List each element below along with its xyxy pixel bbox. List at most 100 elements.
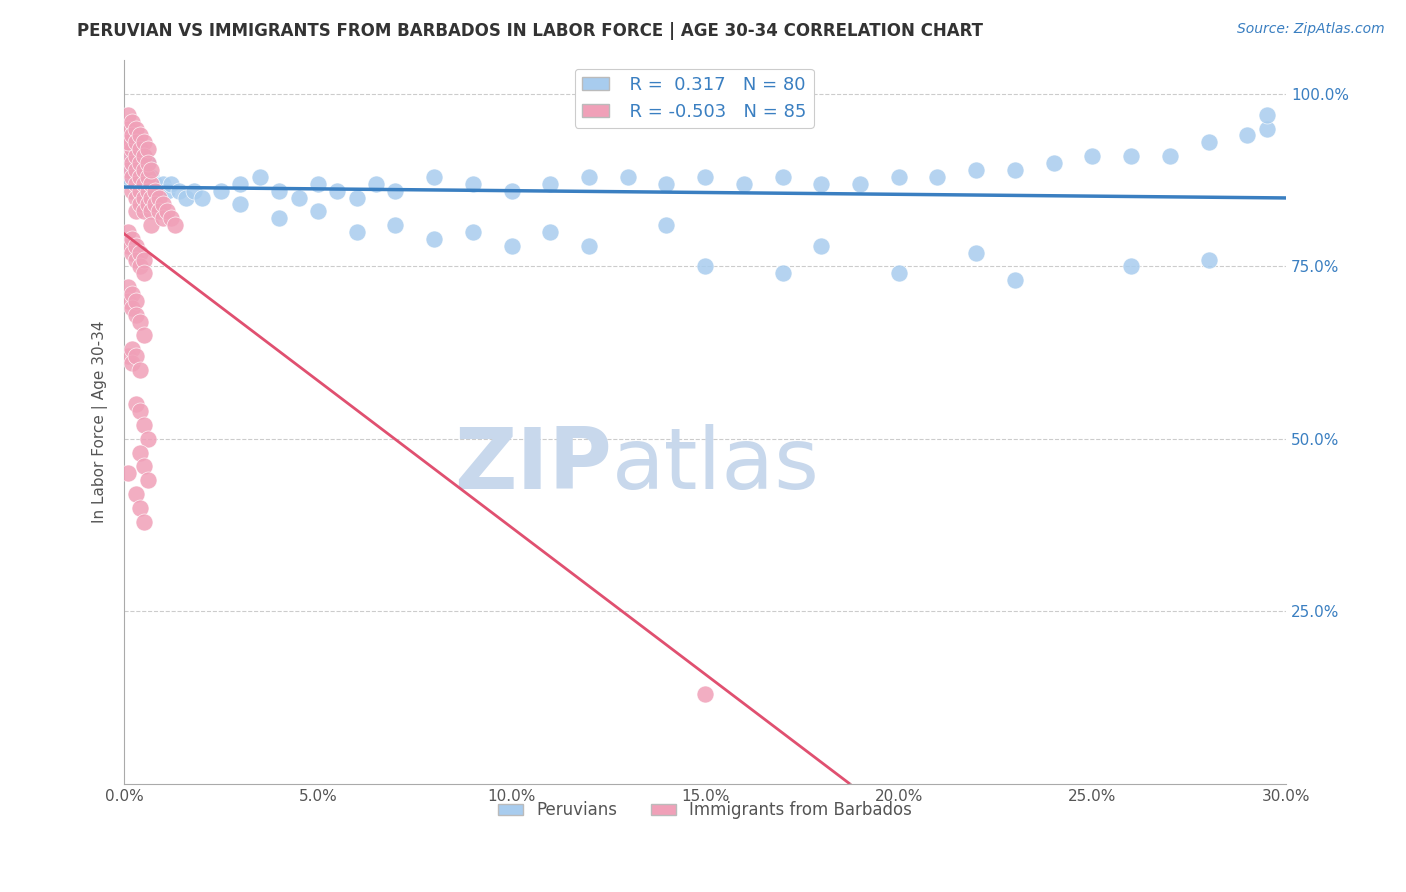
- Point: [132, 266, 155, 280]
- Point: [163, 218, 186, 232]
- Point: [538, 225, 561, 239]
- Point: [141, 163, 163, 178]
- Point: [125, 156, 148, 170]
- Point: [152, 197, 174, 211]
- Point: [125, 169, 148, 184]
- Point: [125, 149, 148, 163]
- Point: [269, 211, 291, 226]
- Point: [965, 245, 987, 260]
- Point: [117, 136, 139, 150]
- Point: [121, 356, 143, 370]
- Point: [810, 177, 832, 191]
- Point: [121, 142, 143, 156]
- Point: [249, 169, 271, 184]
- Point: [965, 163, 987, 178]
- Point: [287, 190, 309, 204]
- Point: [136, 473, 159, 487]
- Point: [190, 190, 212, 204]
- Point: [125, 136, 148, 150]
- Point: [121, 156, 143, 170]
- Point: [125, 487, 148, 501]
- Legend: Peruvians, Immigrants from Barbados: Peruvians, Immigrants from Barbados: [492, 795, 918, 826]
- Point: [1004, 273, 1026, 287]
- Point: [461, 177, 484, 191]
- Point: [128, 315, 150, 329]
- Point: [695, 260, 717, 274]
- Point: [132, 204, 155, 219]
- Point: [578, 239, 600, 253]
- Point: [229, 197, 252, 211]
- Point: [501, 184, 523, 198]
- Point: [128, 446, 150, 460]
- Point: [132, 136, 155, 150]
- Point: [733, 177, 755, 191]
- Point: [136, 177, 159, 191]
- Point: [128, 156, 150, 170]
- Point: [307, 177, 329, 191]
- Point: [132, 190, 155, 204]
- Point: [1119, 260, 1142, 274]
- Point: [117, 136, 139, 150]
- Point: [128, 142, 150, 156]
- Point: [1119, 149, 1142, 163]
- Point: [772, 169, 794, 184]
- Point: [136, 142, 159, 156]
- Point: [121, 343, 143, 357]
- Point: [136, 432, 159, 446]
- Point: [148, 204, 170, 219]
- Point: [326, 184, 349, 198]
- Point: [887, 169, 910, 184]
- Point: [121, 128, 143, 143]
- Point: [128, 128, 150, 143]
- Point: [346, 225, 368, 239]
- Point: [384, 184, 406, 198]
- Point: [136, 184, 159, 198]
- Point: [125, 349, 148, 363]
- Point: [128, 404, 150, 418]
- Point: [423, 169, 446, 184]
- Text: PERUVIAN VS IMMIGRANTS FROM BARBADOS IN LABOR FORCE | AGE 30-34 CORRELATION CHAR: PERUVIAN VS IMMIGRANTS FROM BARBADOS IN …: [77, 22, 983, 40]
- Point: [121, 163, 143, 178]
- Y-axis label: In Labor Force | Age 30-34: In Labor Force | Age 30-34: [93, 320, 108, 523]
- Point: [121, 169, 143, 184]
- Point: [128, 245, 150, 260]
- Point: [125, 149, 148, 163]
- Point: [121, 301, 143, 315]
- Point: [772, 266, 794, 280]
- Point: [209, 184, 232, 198]
- Point: [121, 114, 143, 128]
- Point: [117, 225, 139, 239]
- Point: [141, 169, 163, 184]
- Point: [132, 459, 155, 474]
- Point: [229, 177, 252, 191]
- Point: [159, 177, 181, 191]
- Point: [132, 515, 155, 529]
- Point: [1159, 149, 1181, 163]
- Point: [174, 190, 197, 204]
- Point: [538, 177, 561, 191]
- Point: [143, 184, 166, 198]
- Text: Source: ZipAtlas.com: Source: ZipAtlas.com: [1237, 22, 1385, 37]
- Point: [117, 239, 139, 253]
- Point: [117, 136, 139, 150]
- Point: [132, 184, 155, 198]
- Point: [132, 149, 155, 163]
- Point: [616, 169, 638, 184]
- Point: [125, 163, 148, 178]
- Point: [143, 197, 166, 211]
- Point: [128, 500, 150, 515]
- Point: [156, 184, 179, 198]
- Point: [128, 197, 150, 211]
- Point: [132, 418, 155, 433]
- Point: [141, 190, 163, 204]
- Point: [141, 177, 163, 191]
- Point: [132, 177, 155, 191]
- Point: [159, 211, 181, 226]
- Point: [501, 239, 523, 253]
- Point: [156, 204, 179, 219]
- Point: [695, 687, 717, 701]
- Point: [132, 149, 155, 163]
- Point: [461, 225, 484, 239]
- Point: [121, 184, 143, 198]
- Point: [132, 169, 155, 184]
